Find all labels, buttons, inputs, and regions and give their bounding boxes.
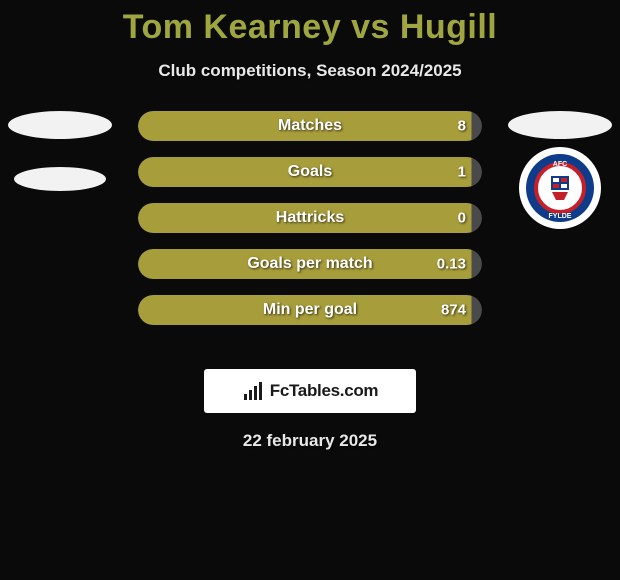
stat-bar-label: Min per goal bbox=[263, 301, 357, 319]
svg-text:FYLDE: FYLDE bbox=[549, 213, 572, 220]
right-club-badge: AFC FYLDE bbox=[519, 147, 601, 229]
stat-bar-label: Matches bbox=[278, 117, 342, 135]
brand-text: FcTables.com bbox=[270, 381, 379, 401]
stat-bar-value: 0.13 bbox=[437, 256, 466, 273]
stat-bars: Matches 8 Goals 1 Hattricks 0 Goals per match 0… bbox=[138, 111, 482, 325]
stat-bar: Goals 1 bbox=[138, 157, 482, 187]
chart-icon bbox=[242, 380, 264, 402]
stat-bar-value: 1 bbox=[458, 164, 466, 181]
stat-bar: Goals per match 0.13 bbox=[138, 249, 482, 279]
brand-badge[interactable]: FcTables.com bbox=[204, 369, 416, 413]
snapshot-date: 22 february 2025 bbox=[0, 431, 620, 451]
stat-bar-value: 0 bbox=[458, 210, 466, 227]
left-club-badge-placeholder bbox=[14, 167, 106, 191]
right-player-column: AFC FYLDE bbox=[500, 111, 620, 229]
club-crest-icon: AFC FYLDE bbox=[524, 152, 596, 224]
stat-bar-label: Goals bbox=[288, 163, 332, 181]
left-player-column bbox=[0, 111, 120, 191]
stat-bar-label: Hattricks bbox=[276, 209, 344, 227]
subtitle: Club competitions, Season 2024/2025 bbox=[0, 61, 620, 81]
stat-bar: Matches 8 bbox=[138, 111, 482, 141]
stat-bar-value: 874 bbox=[441, 302, 466, 319]
stat-bar: Min per goal 874 bbox=[138, 295, 482, 325]
comparison-widget: Tom Kearney vs Hugill Club competitions,… bbox=[0, 0, 620, 451]
stat-bar: Hattricks 0 bbox=[138, 203, 482, 233]
page-title: Tom Kearney vs Hugill bbox=[0, 8, 620, 47]
svg-text:AFC: AFC bbox=[553, 161, 567, 168]
comparison-content: AFC FYLDE Matches 8 Goals 1 Hattricks 0 Goals … bbox=[0, 111, 620, 351]
stat-bar-value: 8 bbox=[458, 118, 466, 135]
stat-bar-label: Goals per match bbox=[247, 255, 372, 273]
left-player-photo-placeholder bbox=[8, 111, 112, 139]
right-player-photo-placeholder bbox=[508, 111, 612, 139]
